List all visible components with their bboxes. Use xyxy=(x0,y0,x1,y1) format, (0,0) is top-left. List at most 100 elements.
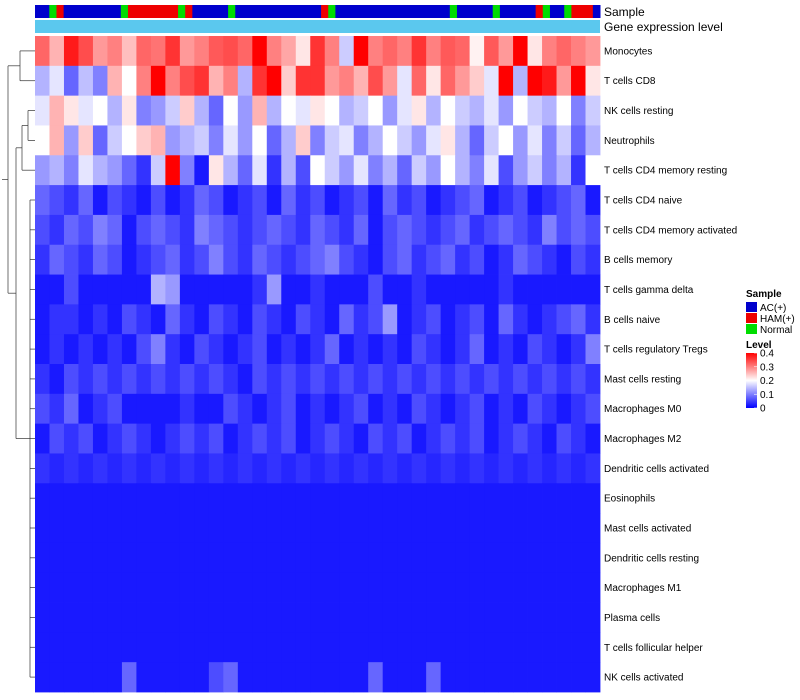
heatmap-cell xyxy=(498,453,514,484)
heatmap-cell xyxy=(310,65,326,97)
row-label: T cells CD4 memory activated xyxy=(604,225,737,236)
heatmap-cell xyxy=(92,274,108,305)
heatmap-cell xyxy=(49,155,65,186)
heatmap-cell xyxy=(556,95,572,126)
heatmap-cell xyxy=(35,244,50,275)
heatmap-cell xyxy=(63,393,79,425)
heatmap-cell xyxy=(440,244,456,275)
heatmap-cell xyxy=(426,423,442,454)
heatmap-cell xyxy=(484,662,499,693)
heatmap-cell xyxy=(353,125,369,156)
heatmap-cell xyxy=(527,483,543,514)
heatmap-cell xyxy=(571,65,586,97)
heatmap-cell xyxy=(237,423,253,454)
heatmap-cell xyxy=(368,602,384,633)
heatmap-cell xyxy=(107,364,123,395)
sample-cell xyxy=(342,5,351,18)
heatmap-cell xyxy=(295,632,311,663)
heatmap-cell xyxy=(498,65,514,97)
heatmap-cell xyxy=(194,274,210,305)
heatmap-cell xyxy=(498,155,514,186)
heatmap-cell xyxy=(266,423,282,454)
heatmap-cell xyxy=(368,483,384,514)
heatmap-cell xyxy=(440,304,456,335)
heatmap-cell xyxy=(107,274,123,305)
heatmap-cell xyxy=(63,304,79,335)
heatmap-cell xyxy=(484,214,499,246)
heatmap-cell xyxy=(513,602,528,633)
heatmap-cell xyxy=(353,185,369,216)
sample-cell xyxy=(528,5,537,18)
heatmap-cell xyxy=(339,602,355,633)
heatmap-cell xyxy=(165,274,181,305)
sample-cell xyxy=(56,5,65,18)
heatmap-cell xyxy=(339,36,355,67)
heatmap-cell xyxy=(585,95,601,126)
heatmap-cell xyxy=(353,244,369,275)
sample-cell xyxy=(449,5,458,18)
heatmap-cell xyxy=(426,95,442,126)
heatmap-cell xyxy=(455,602,471,633)
heatmap-cell xyxy=(426,304,442,335)
row-label: T cells follicular helper xyxy=(604,643,703,654)
heatmap-cell xyxy=(165,483,181,514)
heatmap-cell xyxy=(150,155,166,186)
heatmap-cell xyxy=(223,602,239,633)
sample-cell xyxy=(378,5,386,18)
heatmap-cell xyxy=(92,65,108,97)
heatmap-cell xyxy=(121,185,137,216)
heatmap-cell xyxy=(107,632,123,663)
heatmap-cell xyxy=(208,244,224,275)
heatmap-cell xyxy=(484,572,499,603)
heatmap-cell xyxy=(92,513,108,544)
heatmap-cell xyxy=(426,662,442,693)
heatmap-cell xyxy=(542,244,557,275)
heatmap-cell xyxy=(556,662,572,693)
heatmap-cell xyxy=(35,393,50,425)
legend-item-label: HAM(+) xyxy=(760,314,795,325)
heatmap-cell xyxy=(585,632,601,663)
heatmap-cell xyxy=(78,125,94,156)
heatmap-cell xyxy=(339,244,355,275)
heatmap-cell xyxy=(194,364,210,395)
heatmap-cell xyxy=(208,36,224,67)
heatmap-cell xyxy=(121,662,137,693)
heatmap-cell xyxy=(295,453,311,484)
heatmap-cell xyxy=(92,542,108,574)
heatmap-cell xyxy=(281,95,297,126)
heatmap-cell xyxy=(556,393,572,425)
heatmap-cell xyxy=(179,483,195,514)
heatmap-cell xyxy=(585,274,601,305)
heatmap-cell xyxy=(426,125,442,156)
heatmap-cell xyxy=(397,334,413,365)
heatmap-cell xyxy=(571,572,586,603)
row-label: Neutrophils xyxy=(604,136,655,147)
sample-cell xyxy=(271,5,279,18)
heatmap-cell xyxy=(121,483,137,514)
row-label: Dendritic cells resting xyxy=(604,553,699,564)
heatmap-cell xyxy=(397,662,413,693)
heatmap-cell xyxy=(121,572,137,603)
heatmap-cell xyxy=(542,214,557,246)
heatmap-cell xyxy=(585,65,601,97)
row-label: T cells CD8 xyxy=(604,76,656,87)
heatmap-cell xyxy=(223,244,239,275)
heatmap-cell xyxy=(455,662,471,693)
sample-cell xyxy=(435,5,444,18)
heatmap-cell xyxy=(455,304,471,335)
heatmap-cell xyxy=(194,125,210,156)
legend-tick-label: 0.2 xyxy=(760,376,774,387)
heatmap-cell xyxy=(179,334,195,365)
heatmap-cell xyxy=(295,95,311,126)
heatmap-cell xyxy=(411,662,427,693)
heatmap-cell xyxy=(339,632,355,663)
sample-cell xyxy=(499,5,508,18)
heatmap-cell xyxy=(63,95,79,126)
heatmap-cell xyxy=(382,423,398,454)
heatmap-cell xyxy=(49,483,65,514)
heatmap-cell xyxy=(527,185,543,216)
sample-cell xyxy=(321,5,329,18)
heatmap-cell xyxy=(397,65,413,97)
heatmap-cell xyxy=(397,453,413,484)
